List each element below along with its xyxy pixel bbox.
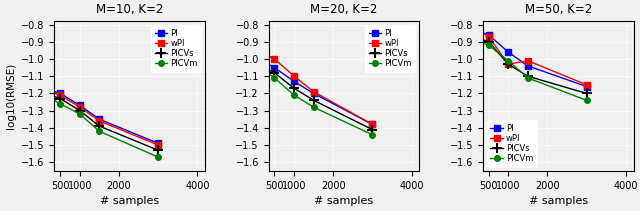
Line: PICVm: PICVm [476, 39, 589, 103]
PICVs [47, 94, 54, 96]
PI [56, 92, 64, 95]
PI [475, 30, 483, 33]
Y-axis label: log10(RMSE): log10(RMSE) [6, 63, 15, 129]
PI [261, 61, 269, 64]
PI [154, 142, 162, 145]
PICVm [271, 77, 278, 79]
wPI [76, 106, 84, 108]
wPI [95, 120, 103, 122]
PICVs [154, 149, 162, 151]
wPI [261, 53, 269, 55]
wPI [485, 35, 493, 38]
PICVs [524, 75, 532, 77]
PICVs [290, 87, 298, 89]
X-axis label: # samples: # samples [314, 196, 374, 206]
wPI [524, 60, 532, 62]
PICVs [310, 99, 317, 101]
PI [47, 89, 54, 91]
PICVm [76, 113, 84, 115]
PICVm [95, 130, 103, 133]
PICVm [261, 70, 269, 72]
Line: PICVm: PICVm [262, 68, 375, 138]
wPI [154, 144, 162, 146]
Line: wPI: wPI [48, 89, 161, 148]
Line: PICVm: PICVm [48, 96, 161, 160]
PICVs [485, 41, 493, 43]
PI [310, 92, 317, 95]
PICVs [504, 63, 512, 65]
PI [95, 118, 103, 120]
X-axis label: # samples: # samples [100, 196, 159, 206]
wPI [271, 58, 278, 60]
PICVm [369, 134, 376, 136]
wPI [583, 84, 591, 86]
Line: PICVs: PICVs [474, 34, 591, 98]
Line: PICVs: PICVs [260, 63, 377, 134]
PICVm [524, 77, 532, 79]
wPI [369, 123, 376, 126]
Line: PI: PI [476, 29, 589, 89]
wPI [504, 63, 512, 65]
PI [369, 123, 376, 126]
Line: PI: PI [48, 87, 161, 146]
Title: M=20, K=2: M=20, K=2 [310, 3, 378, 16]
wPI [310, 91, 317, 93]
PI [524, 65, 532, 67]
PICVm [504, 60, 512, 62]
PICVs [583, 92, 591, 95]
PICVm [47, 97, 54, 100]
wPI [56, 94, 64, 96]
Line: PICVs: PICVs [45, 90, 163, 155]
PICVm [310, 106, 317, 108]
wPI [47, 91, 54, 93]
PICVm [290, 94, 298, 96]
X-axis label: # samples: # samples [529, 196, 588, 206]
PI [290, 80, 298, 83]
PI [583, 85, 591, 88]
wPI [290, 75, 298, 77]
Legend: PI, wPI, PICVs, PICVm: PI, wPI, PICVs, PICVm [365, 25, 415, 72]
PICVm [583, 99, 591, 101]
Title: M=50, K=2: M=50, K=2 [525, 3, 592, 16]
PICVm [485, 44, 493, 46]
PICVs [261, 66, 269, 69]
Legend: PI, wPI, PICVs, PICVm: PI, wPI, PICVs, PICVm [151, 25, 201, 72]
PICVm [475, 41, 483, 43]
Line: wPI: wPI [476, 29, 589, 88]
PICVs [76, 109, 84, 112]
PICVs [369, 128, 376, 131]
wPI [475, 30, 483, 33]
PI [76, 104, 84, 107]
PI [271, 66, 278, 69]
PICVs [271, 72, 278, 74]
Title: M=10, K=2: M=10, K=2 [96, 3, 163, 16]
PICVs [56, 97, 64, 100]
Line: wPI: wPI [262, 51, 375, 127]
Line: PI: PI [262, 60, 375, 127]
PICVs [475, 37, 483, 40]
PICVm [154, 156, 162, 158]
PICVm [56, 103, 64, 105]
PI [485, 34, 493, 36]
PICVs [95, 125, 103, 127]
Legend: PI, wPI, PICVs, PICVm: PI, wPI, PICVs, PICVm [487, 120, 537, 167]
PI [504, 51, 512, 53]
